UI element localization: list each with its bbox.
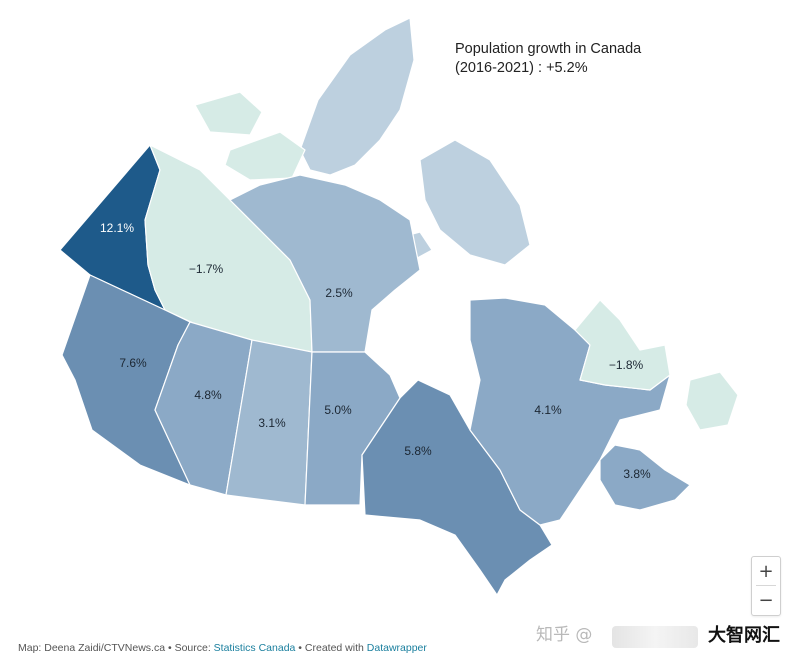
ellesmere-island bbox=[299, 17, 415, 176]
credits-prefix: Map: Deena Zaidi/CTVNews.ca • Source: bbox=[18, 642, 214, 654]
island-newfoundland[interactable] bbox=[685, 371, 739, 431]
zhihu-watermark: 知乎 @ bbox=[536, 625, 593, 645]
province-ontario[interactable] bbox=[361, 379, 553, 596]
map-credits: Map: Deena Zaidi/CTVNews.ca • Source: St… bbox=[18, 642, 427, 654]
province-shapes bbox=[59, 144, 739, 596]
banks-island bbox=[194, 91, 263, 136]
source-link[interactable]: Statistics Canada bbox=[213, 642, 296, 654]
label-nunavut: 2.5% bbox=[325, 286, 353, 300]
label-ontario: 5.8% bbox=[404, 444, 432, 458]
blurred-username bbox=[612, 626, 698, 648]
baffin-island bbox=[419, 139, 531, 266]
map-title: Population growth in Canada (2016-2021) … bbox=[455, 41, 642, 76]
label-maritimes: 3.8% bbox=[623, 467, 651, 481]
arctic-islands bbox=[194, 17, 531, 266]
victoria-island bbox=[224, 131, 306, 181]
label-newfoundland-labrador: −1.8% bbox=[609, 358, 644, 372]
province-newfoundland-labrador[interactable] bbox=[574, 299, 671, 391]
label-yukon: 12.1% bbox=[100, 221, 134, 235]
brand-watermark: 大智网汇 bbox=[708, 625, 780, 646]
zoom-in-button[interactable]: + bbox=[758, 560, 774, 582]
label-alberta: 4.8% bbox=[194, 388, 222, 402]
credits-middle: • Created with bbox=[295, 642, 367, 654]
label-british-columbia: 7.6% bbox=[119, 356, 147, 370]
province-nunavut[interactable] bbox=[229, 174, 421, 353]
datawrapper-link[interactable]: Datawrapper bbox=[366, 642, 427, 654]
label-northwest-territories: −1.7% bbox=[189, 262, 224, 276]
zoom-out-button[interactable]: − bbox=[758, 589, 774, 611]
province-labels: 12.1% −1.7% 2.5% 7.6% 4.8% 3.1% 5.0% 5.8… bbox=[100, 221, 651, 481]
zoom-divider bbox=[756, 585, 776, 586]
label-quebec: 4.1% bbox=[534, 403, 562, 417]
label-saskatchewan: 3.1% bbox=[258, 416, 286, 430]
province-maritimes[interactable] bbox=[599, 444, 691, 511]
label-manitoba: 5.0% bbox=[324, 403, 352, 417]
zoom-control: + − bbox=[751, 556, 781, 616]
